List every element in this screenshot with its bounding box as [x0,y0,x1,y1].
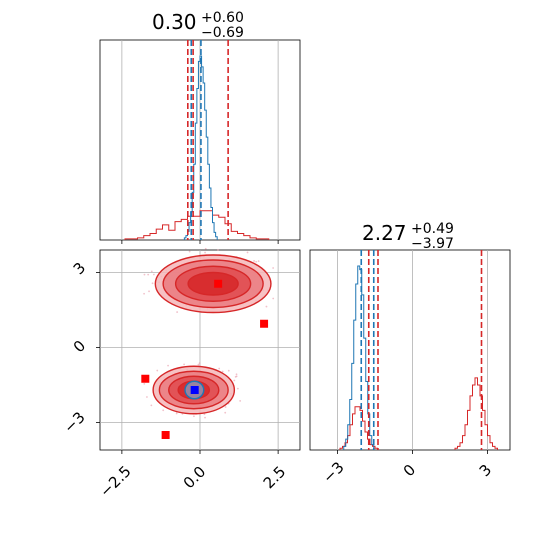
histogram-step-red [124,210,270,240]
scatter-sample [176,311,179,313]
marginal-histogram-param-1: 0.30 +0.60 −0.69 [99,10,301,244]
scatter-sample [204,416,206,419]
joint-density-panel: 3 0 −3 −2.5 0.0 2.5 [60,247,301,501]
y-tick-label: 0 [70,337,89,356]
scatter-sample [148,290,150,293]
title-lower-error: −0.69 [201,25,244,41]
scatter-sample [255,260,258,263]
scatter-sample [257,260,260,263]
scatter-sample [197,363,200,366]
title-value: 2.27 [362,221,407,245]
scatter-sample [246,251,249,254]
marker-points [141,279,269,439]
scatter-sample [183,363,186,366]
quantile-lines [187,40,229,240]
scatter-sample [235,373,238,376]
grid-lines [337,250,488,450]
title-lower-error: −3.97 [411,236,454,252]
scatter-sample [193,415,195,418]
scatter-sample [175,412,178,415]
scatter-sample [272,297,275,300]
histograms [124,55,270,240]
square-marker-red [141,374,150,383]
marginal-histogram-param-2: 2.27 +0.49 −3.97 −3 0 3 [309,221,511,487]
square-marker-red [161,431,170,439]
panel-frame [309,249,511,451]
scatter-sample [156,369,159,372]
scatter-sample [143,292,145,295]
scatter-sample [198,362,201,365]
scatter-sample [143,383,146,385]
scatter-sample [235,375,238,378]
square-marker-red [260,319,269,328]
scatter-sample [272,267,275,269]
contour-level-red [187,271,239,296]
title-value: 0.30 [152,10,197,34]
square-marker-red [214,279,223,288]
title-upper-error: +0.60 [201,10,244,26]
scatter-sample [162,409,165,412]
scatter-sample [236,387,239,390]
scatter-sample [204,251,206,254]
scatter-sample [253,260,255,262]
x-tick-label: 0 [400,461,419,480]
x-tick-label: 2.5 [260,463,290,493]
scatter-sample [188,250,191,253]
quantile-lines [360,250,483,450]
tick-marks [337,450,488,454]
x-tick-label: −3 [319,458,347,486]
scatter-sample [224,411,227,414]
scatter-sample [224,406,227,408]
histogram-step-blue [183,55,218,240]
scatter-sample [150,270,153,273]
y-tick-label: 3 [70,259,89,278]
square-marker-blue [190,386,199,394]
scatter-sample [204,247,207,250]
scatter-sample [167,364,169,367]
x-tick-label: 3 [476,461,495,480]
grid-lines [121,40,279,240]
scatter-sample [152,273,155,276]
scatter-sample [265,305,268,308]
x-tick-label: −2.5 [96,462,134,500]
scatter-sample [221,370,224,373]
y-tick-label: −3 [60,408,88,436]
scatter-sample [151,282,154,285]
tick-marks [96,272,279,454]
scatter-sample [218,367,221,370]
scatter-sample [143,273,146,276]
scatter-sample [233,379,236,382]
scatter-sample [150,404,153,407]
scatter-sample [217,249,219,251]
tick-marks [121,240,279,244]
scatter-sample [227,369,230,372]
scatter-sample [146,396,148,398]
scatter-sample [239,400,242,402]
x-tick-label: 0.0 [180,463,210,493]
title-upper-error: +0.49 [411,221,454,237]
scatter-sample [147,273,150,276]
histogram-step-red [454,377,498,450]
